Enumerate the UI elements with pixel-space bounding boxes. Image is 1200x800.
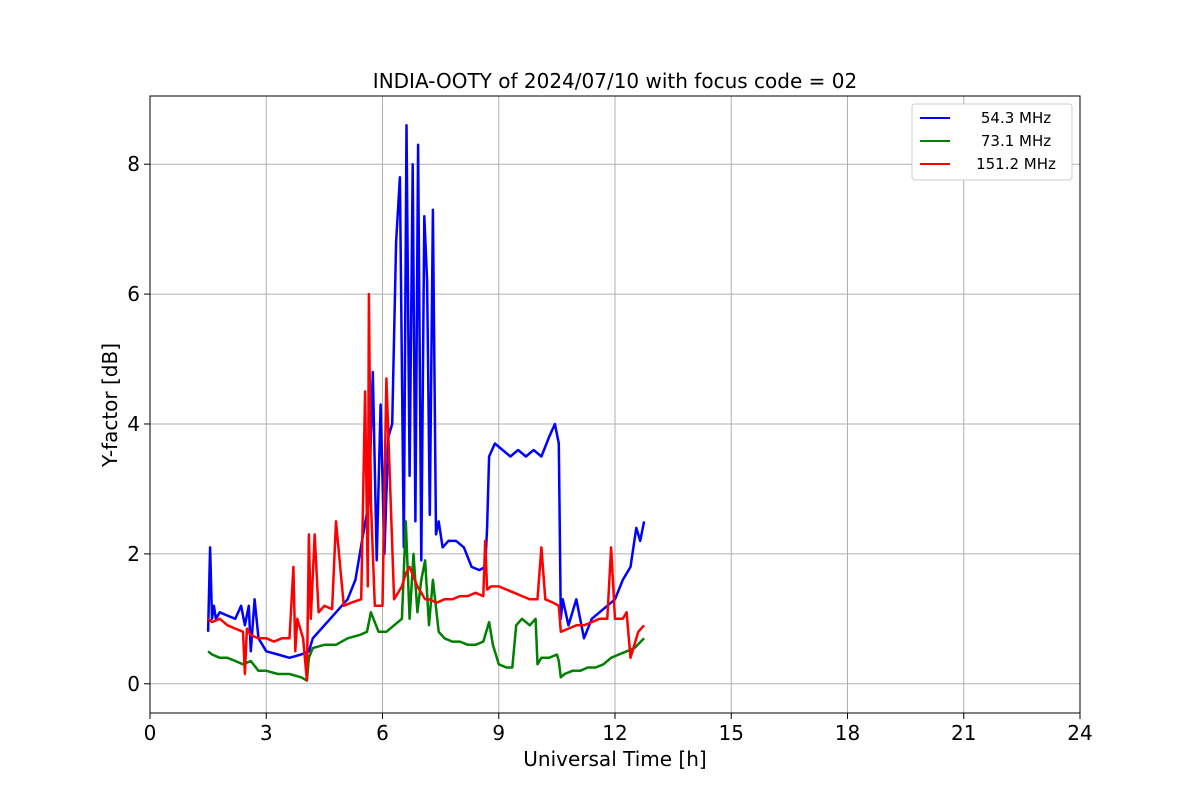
y-tick-label: 8 (127, 152, 140, 176)
x-tick-label: 9 (492, 721, 505, 745)
legend-label: 73.1 MHz (981, 132, 1051, 150)
x-tick-label: 21 (951, 721, 976, 745)
y-tick-label: 4 (127, 412, 140, 436)
x-tick-label: 3 (260, 721, 273, 745)
series-line-1 (207, 520, 645, 682)
x-tick-label: 18 (835, 721, 860, 745)
y-axis-label: Y-factor [dB] (98, 343, 122, 468)
x-tick-label: 15 (719, 721, 744, 745)
series-layer (206, 123, 646, 682)
x-tick-label: 6 (376, 721, 389, 745)
legend: 54.3 MHz 73.1 MHz 151.2 MHz (911, 103, 1073, 181)
x-tick-label: 12 (602, 721, 627, 745)
legend-label: 151.2 MHz (976, 155, 1056, 173)
x-axis-label: Universal Time [h] (523, 747, 706, 771)
legend-box (911, 103, 1073, 181)
x-tick-label: 24 (1067, 721, 1092, 745)
legend-label: 54.3 MHz (981, 109, 1051, 127)
series-line-2 (207, 292, 646, 682)
x-tick-label: 0 (144, 721, 157, 745)
chart-title: INDIA-OOTY of 2024/07/10 with focus code… (373, 69, 857, 93)
y-tick-label: 0 (127, 672, 140, 696)
y-tick-label: 6 (127, 282, 140, 306)
y-tick-label: 2 (127, 542, 140, 566)
series-line-0 (206, 123, 646, 660)
